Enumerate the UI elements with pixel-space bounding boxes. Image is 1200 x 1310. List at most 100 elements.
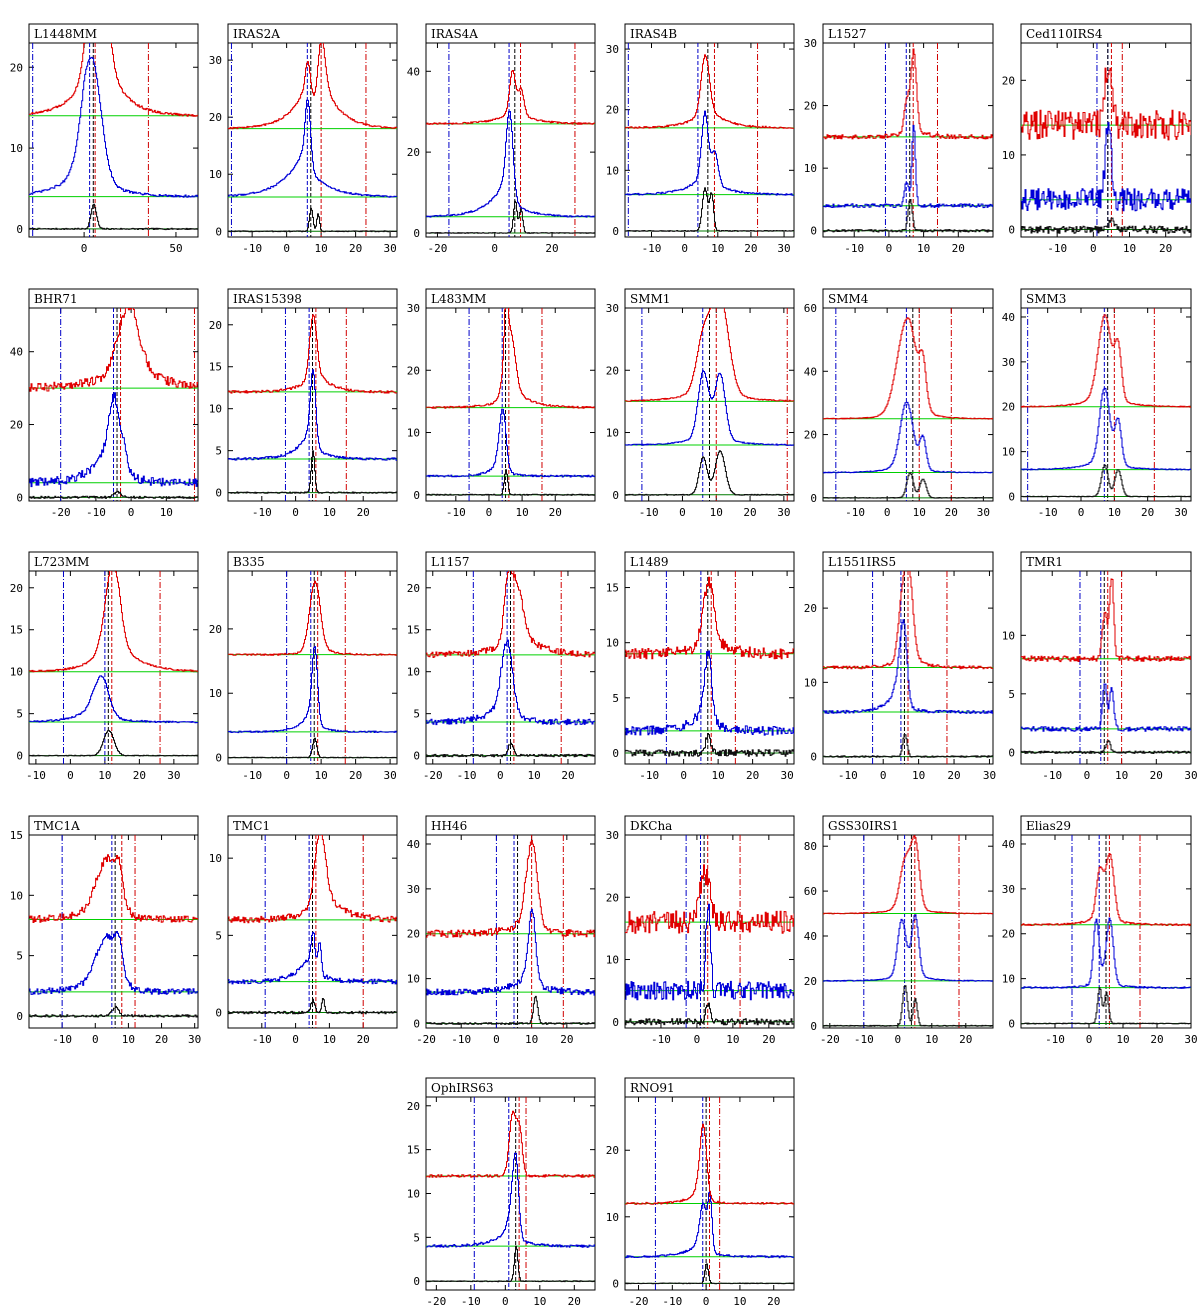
panel-title: SMM3 [1026,292,1066,306]
co32-spectrum [1021,387,1191,471]
y-tick-label: 30 [606,302,619,315]
co32-spectrum [625,1191,794,1259]
y-tick-label: 10 [10,142,23,155]
y-tick-label: 0 [215,225,222,238]
panel-frame [624,551,795,765]
panel-title: GSS30IRS1 [828,819,899,833]
y-tick-label: 20 [10,582,23,595]
x-tick-label: 30 [777,506,790,519]
x-tick-label: 20 [959,1033,972,1046]
spectrum-panel: IRAS4A -20 0 20 0 20 40 [407,23,596,255]
y-tick-label: 5 [16,950,23,963]
y-tick-label: 0 [612,1277,619,1290]
co32-spectrum [1021,917,1191,989]
c18o-spectrum [29,1005,198,1018]
y-tick-label: 0 [413,750,420,763]
y-tick-label: 0 [612,225,619,238]
y-tick-label: 30 [606,43,619,56]
y-tick-label: 30 [1002,356,1015,369]
x-tick-label: 10 [710,506,723,519]
x-tick-label: -10 [86,506,106,519]
y-tick-label: 5 [612,692,619,705]
x-tick-label: -10 [651,1033,671,1046]
x-tick-label: -20 [416,1033,436,1046]
co32-spectrum [625,110,794,196]
x-tick-label: 10 [1108,506,1121,519]
y-tick-label: 0 [612,747,619,760]
x-tick-label: 20 [767,1295,780,1308]
y-tick-label: 10 [606,164,619,177]
spectrum-panel: TMC1 -10 0 10 20 0 5 10 [209,815,398,1046]
co65-spectrum [228,835,397,924]
x-tick-label: -10 [457,769,477,782]
y-tick-label: 30 [407,302,420,315]
x-tick-label: -10 [26,769,46,782]
co65-spectrum [625,864,794,934]
co32-spectrum [426,1152,595,1248]
panel-title: L1551IRS5 [828,555,896,569]
x-tick-label: 20 [155,1033,168,1046]
c18o-spectrum [29,730,198,757]
x-tick-label: 10 [525,1033,538,1046]
y-tick-label: 0 [810,225,817,238]
panel-title: TMC1 [233,819,270,833]
panel-frame [624,23,795,238]
x-tick-label: 0 [886,242,893,255]
x-tick-label: -20 [51,506,71,519]
x-tick-label: 20 [133,769,146,782]
c18o-spectrum [1021,740,1191,754]
co65-spectrum [426,571,595,658]
y-tick-label: 10 [1002,629,1015,642]
c18o-spectrum [228,450,397,494]
x-tick-label: 30 [383,242,396,255]
x-tick-label: 0 [67,769,74,782]
panel-title: BHR71 [34,292,78,306]
c18o-spectrum [1021,217,1191,234]
y-tick-label: 40 [804,365,817,378]
x-tick-label: 0 [128,506,135,519]
x-tick-label: -10 [844,242,864,255]
x-tick-label: 0 [703,1295,710,1308]
y-tick-label: 10 [10,889,23,902]
y-tick-label: 20 [407,146,420,159]
co65-spectrum [228,43,397,130]
panel-title: HH46 [431,819,467,833]
y-tick-label: 15 [10,624,23,637]
y-tick-label: 0 [16,1010,23,1023]
y-tick-label: 10 [606,637,619,650]
x-tick-label: 0 [884,506,891,519]
y-tick-label: 30 [804,37,817,50]
co65-spectrum [823,835,993,915]
x-tick-label: 0 [493,1033,500,1046]
c18o-spectrum [823,199,993,233]
co32-spectrum [29,56,198,198]
x-tick-label: 20 [561,769,574,782]
x-tick-label: 10 [533,1295,546,1308]
co32-spectrum [426,908,595,996]
panel-frame [822,815,994,1029]
x-tick-label: 20 [743,506,756,519]
spectrum-panel: IRAS4B -10 0 10 20 30 0 10 20 30 [606,23,795,255]
x-tick-label: -10 [662,1295,682,1308]
x-tick-label: 20 [549,506,562,519]
x-tick-label: 20 [545,242,558,255]
y-tick-label: 40 [407,838,420,851]
y-tick-label: 10 [209,403,222,416]
panel-title: B335 [233,555,265,569]
y-tick-label: 0 [215,487,222,500]
x-tick-label: 50 [169,242,182,255]
y-tick-label: 20 [209,111,222,124]
co32-spectrum [426,408,595,478]
co65-spectrum [625,308,794,402]
y-tick-label: 20 [1002,401,1015,414]
y-tick-label: 20 [804,429,817,442]
x-tick-label: 10 [122,1033,135,1046]
x-tick-label: 20 [1159,242,1172,255]
y-tick-label: 10 [606,954,619,967]
spectrum-panel: HH46 -20 -10 0 10 20 0 10 20 30 40 [407,815,596,1046]
co32-spectrum [625,650,794,736]
co32-spectrum [29,675,198,724]
co65-spectrum [426,308,595,409]
c18o-spectrum [228,998,397,1015]
panel-title: IRAS4A [431,27,478,41]
